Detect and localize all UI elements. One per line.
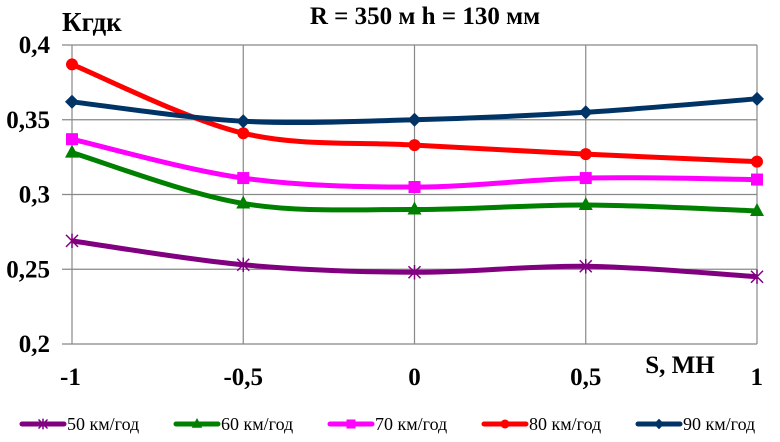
series-1: [65, 233, 764, 284]
data-point-square: [408, 181, 421, 194]
x-tick-label: 0,5: [570, 364, 601, 391]
legend-marker-star: [37, 418, 49, 430]
data-point-star: [407, 265, 422, 280]
y-tick-label: 0,35: [6, 107, 50, 134]
x-axis-ticks: -1 -0,5 0 0,5 1: [60, 364, 763, 391]
x-tick-label: -0,5: [223, 364, 263, 391]
data-point-triangle: [750, 202, 764, 216]
legend-label: 90 км/год: [683, 414, 755, 434]
data-point-square: [237, 172, 250, 185]
data-point-triangle: [65, 144, 79, 158]
series-2: [65, 144, 764, 216]
x-tick-label: 0: [408, 364, 421, 391]
data-point-star: [236, 257, 250, 272]
legend-item: 60 км/год: [173, 414, 293, 434]
legend-label: 60 км/год: [221, 414, 293, 434]
y-tick-label: 0,4: [19, 32, 51, 59]
legend-item: 50 км/год: [19, 414, 139, 434]
data-point-star: [750, 269, 764, 284]
y-axis-ticks: 0,2 0,25 0,3 0,35 0,4: [6, 32, 50, 358]
x-axis-label: S, МН: [645, 352, 715, 379]
legend-label: 70 км/год: [375, 414, 447, 434]
series-5: [65, 91, 764, 129]
data-point-square: [579, 172, 592, 185]
data-point-triangle: [236, 195, 251, 209]
data-point-diamond: [578, 105, 593, 120]
data-point-diamond: [236, 114, 251, 129]
legend-item: 70 км/год: [327, 414, 447, 434]
y-tick-label: 0,2: [19, 331, 50, 358]
grid: [62, 44, 758, 345]
x-tick-label: -1: [60, 364, 81, 391]
y-axis-label: Кгдк: [62, 7, 122, 37]
data-point-square: [751, 173, 763, 186]
data-point-circle: [66, 58, 78, 71]
data-point-circle: [408, 139, 421, 152]
data-point-circle: [751, 155, 763, 168]
data-point-star: [65, 233, 79, 249]
series-3: [66, 133, 763, 194]
data-point-star: [579, 259, 593, 274]
legend-marker-diamond: [653, 418, 665, 430]
y-tick-label: 0,25: [6, 256, 50, 283]
data-point-triangle: [407, 201, 422, 215]
legend-marker-square: [346, 419, 356, 429]
data-point-triangle: [578, 196, 593, 210]
data-point-diamond: [750, 91, 764, 106]
legend-marker-triangle: [191, 418, 203, 428]
legend-marker-circle: [500, 419, 510, 429]
legend-label: 80 км/год: [529, 414, 601, 434]
legend-label: 50 км/год: [67, 414, 139, 434]
legend-item: 90 км/год: [635, 414, 755, 434]
data-point-diamond: [65, 94, 79, 109]
data-point-square: [66, 133, 78, 146]
x-tick-label: 1: [751, 364, 764, 391]
legend: 50 км/год 60 км/год 70 км/год 80 км/год 90 к…: [19, 414, 755, 434]
y-tick-label: 0,3: [19, 182, 50, 209]
series-group: [65, 58, 764, 284]
data-point-diamond: [407, 112, 422, 127]
data-point-circle: [237, 127, 250, 140]
chart-title: R = 350 м h = 130 мм: [310, 3, 540, 30]
legend-item: 80 км/год: [481, 414, 601, 434]
data-point-circle: [579, 148, 592, 161]
